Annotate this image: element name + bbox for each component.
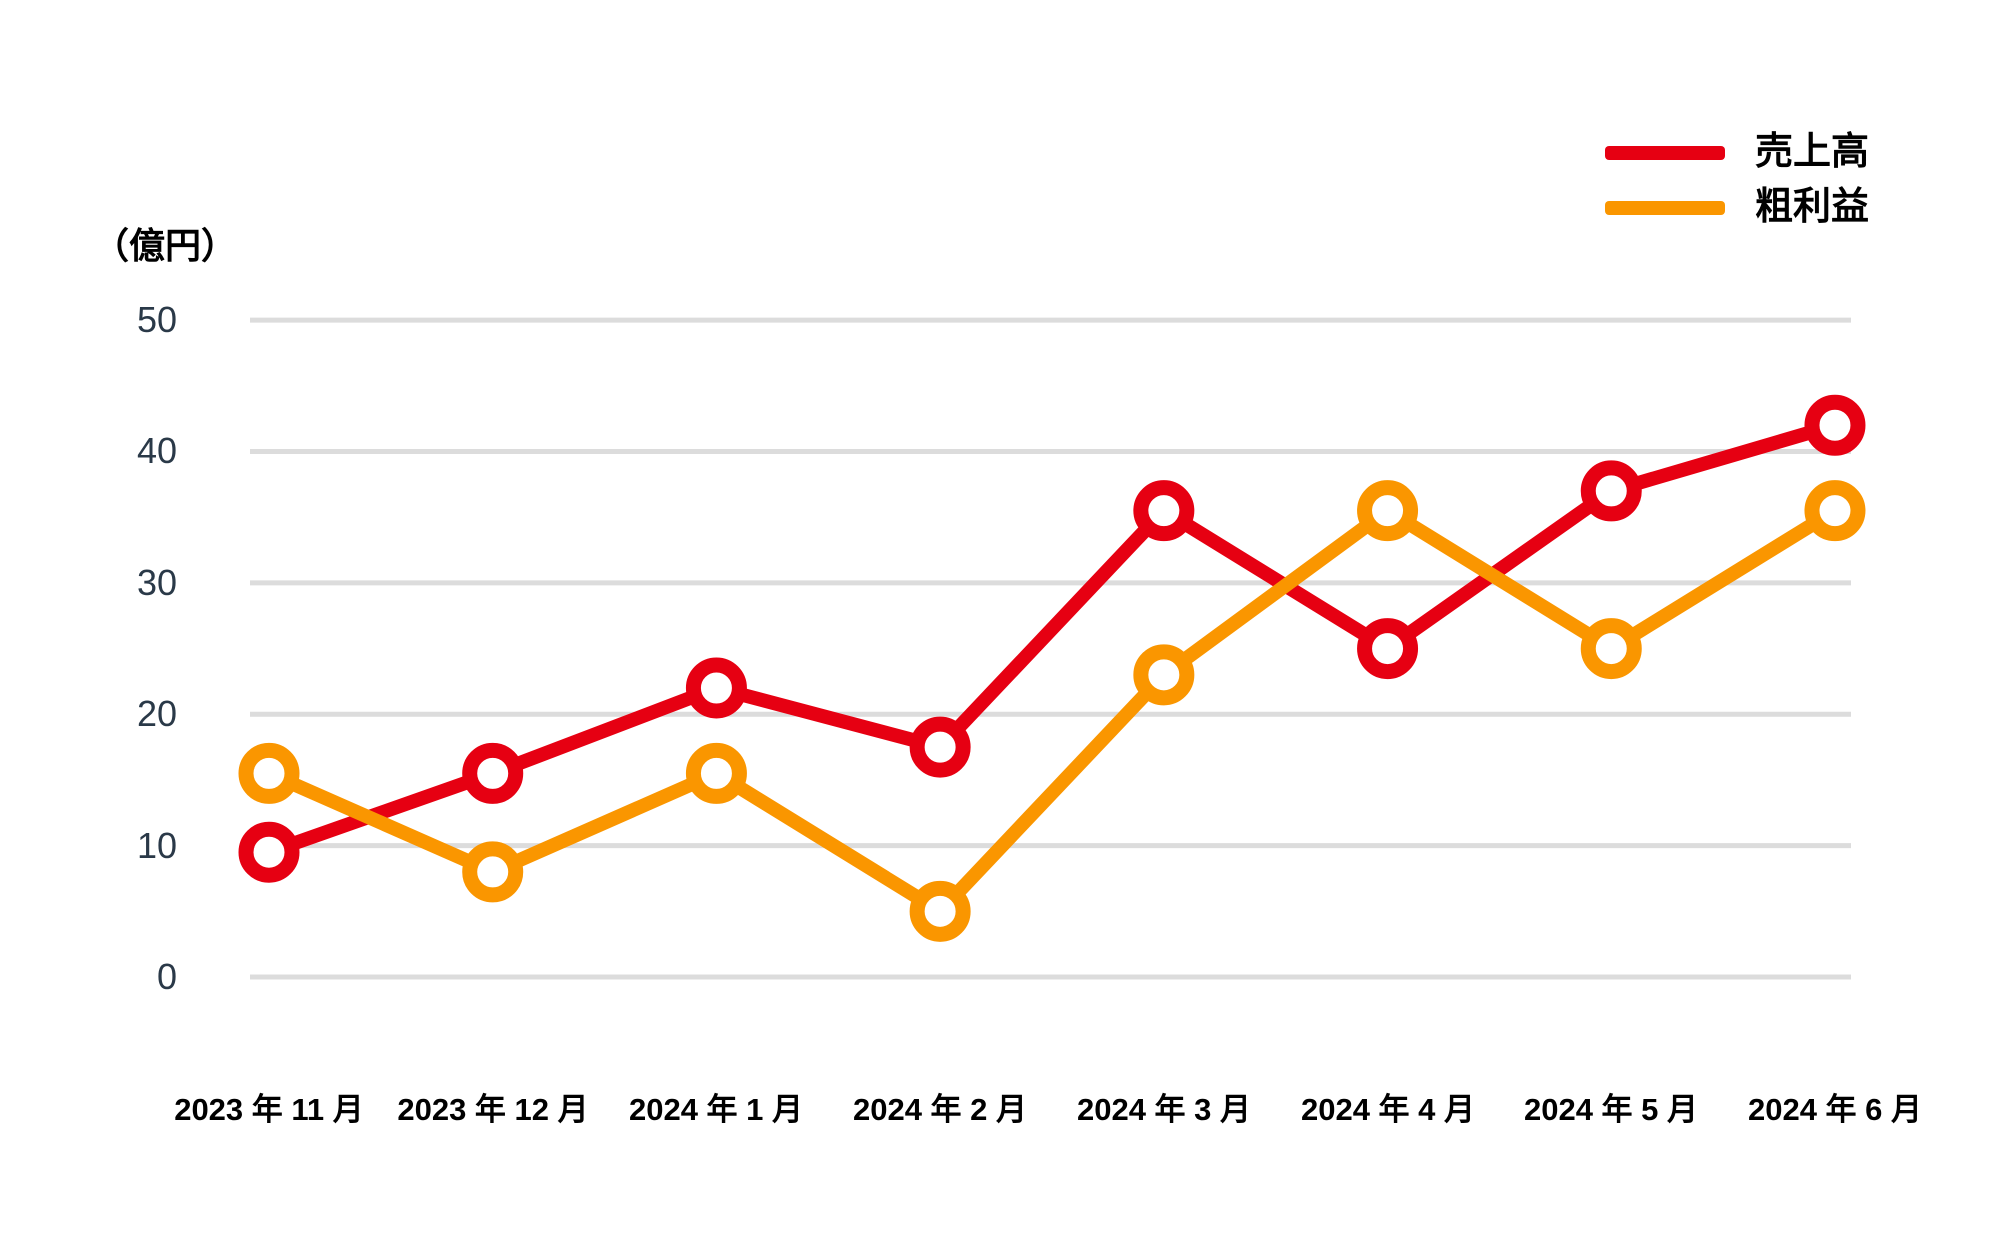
x-tick-label-2024-6: 2024 年 6 月 (1747, 1092, 1923, 1127)
x-tick-label-2024-3: 2024 年 3 月 (1076, 1092, 1252, 1127)
legend: 売上高 粗利益 (1605, 125, 1869, 235)
legend-item-gross-profit: 粗利益 (1605, 180, 1869, 235)
x-tick-label-2023-11: 2023 年 11 月 (174, 1092, 364, 1127)
y-tick-label-50: 50 (136, 299, 177, 340)
x-tick-label-2024-1: 2024 年 1 月 (628, 1092, 804, 1127)
y-tick-label-0: 0 (156, 956, 177, 997)
x-tick-label-2024-2: 2024 年 2 月 (852, 1092, 1028, 1127)
y-tick-label-20: 20 (136, 693, 177, 734)
x-tick-label-2023-12: 2023 年 12 月 (397, 1092, 589, 1127)
y-axis-unit-label: （億円） (93, 225, 238, 266)
y-tick-label-40: 40 (136, 430, 177, 471)
x-tick-label-2024-5: 2024 年 5 月 (1523, 1092, 1699, 1127)
legend-swatch-gross-profit (1605, 200, 1725, 215)
y-tick-label-10: 10 (136, 825, 177, 866)
legend-label-gross-profit: 粗利益 (1755, 186, 1870, 228)
y-tick-label-30: 30 (136, 562, 177, 603)
legend-item-sales: 売上高 (1605, 125, 1869, 180)
x-tick-label-2024-4: 2024 年 4 月 (1300, 1092, 1476, 1127)
legend-label-sales: 売上高 (1755, 131, 1870, 173)
legend-swatch-sales (1605, 145, 1725, 160)
